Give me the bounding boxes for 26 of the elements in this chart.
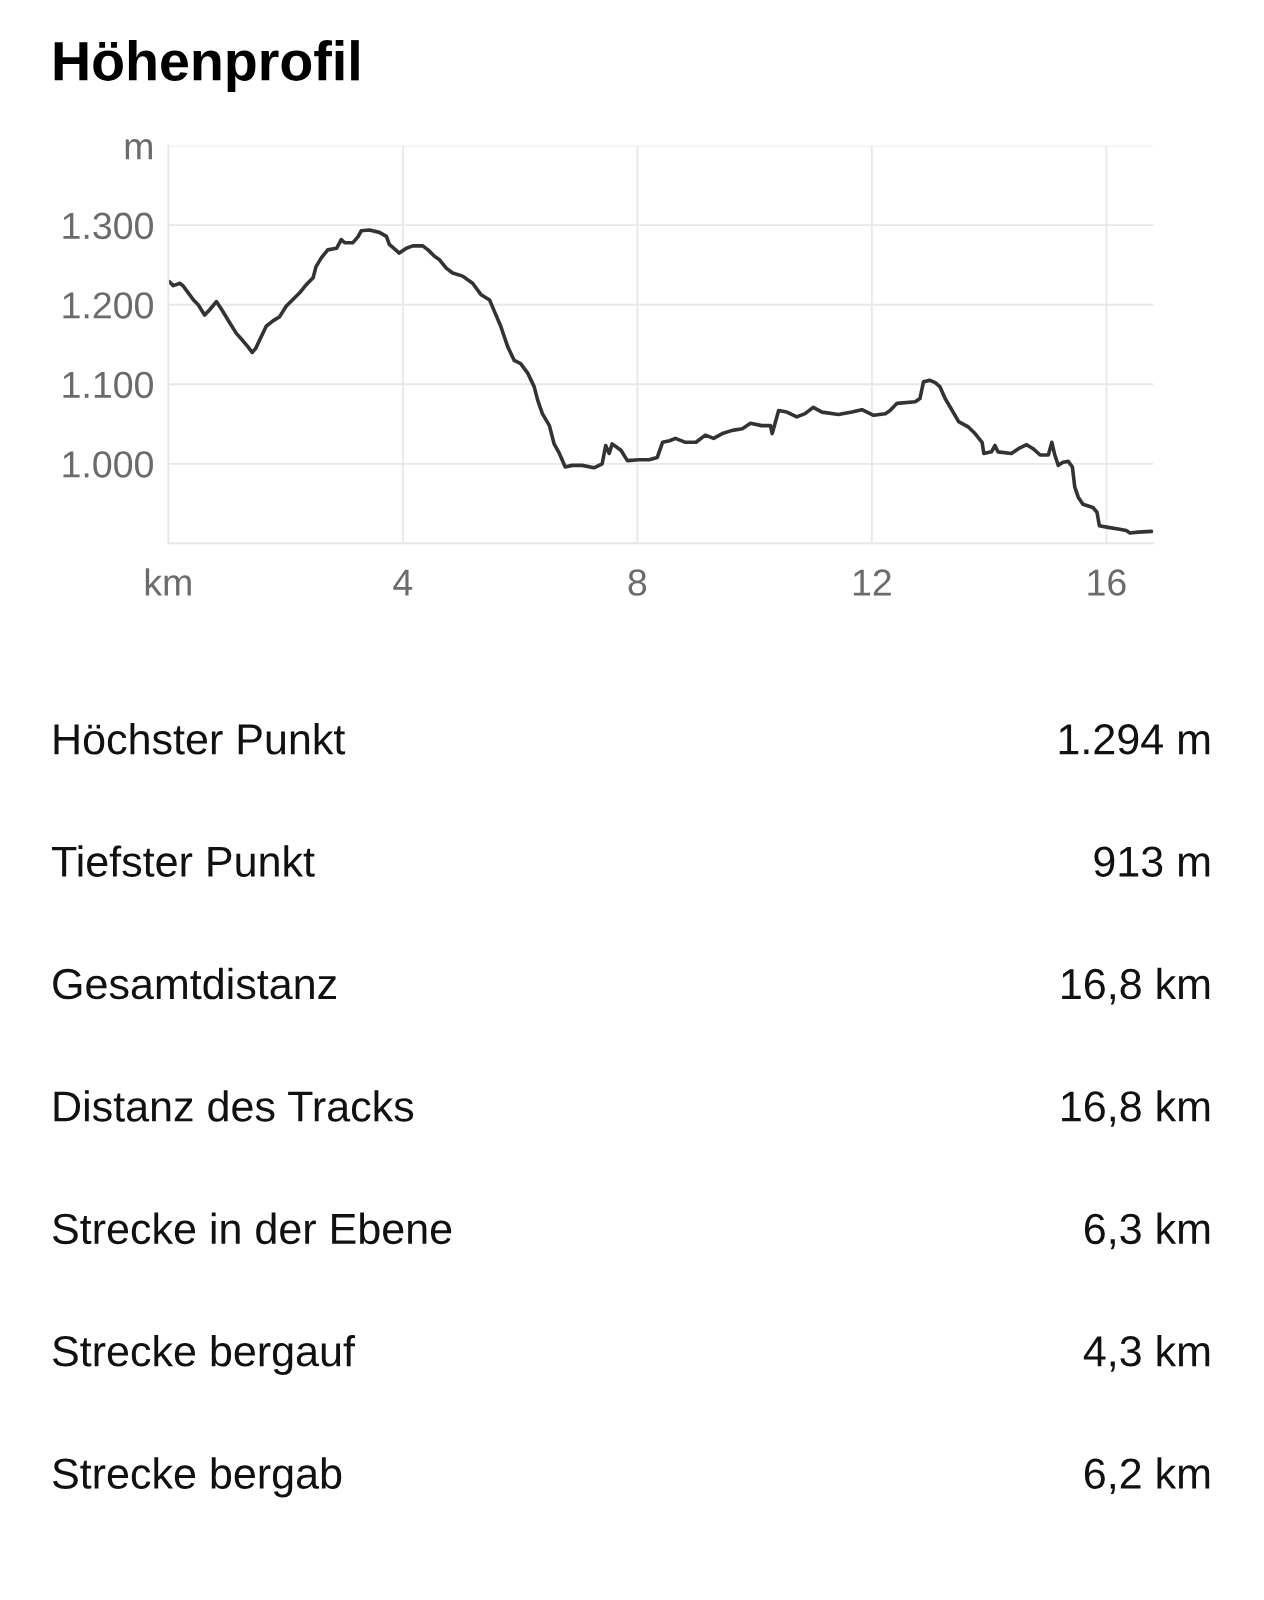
text: 4,3 km [1083,1334,1210,1372]
line-series [168,228,1154,535]
chart-title: Höhenprofil [54,40,359,92]
x-tick-label: km [145,568,191,596]
y-tick-label: 1.000 [63,451,153,478]
x-tick-label: 12 [853,569,891,596]
text: Gesamtdistanz [53,967,337,1000]
x-tick-label: 16 [1088,569,1126,596]
y-tick-label: 1.100 [63,371,153,399]
text: 16,8 km [1062,1090,1210,1127]
text: 6,2 km [1084,1457,1210,1495]
text: Höchster Punkt [54,722,346,755]
text: Tiefster Punkt [51,845,315,877]
text: 913 m [1094,846,1210,877]
y-tick-label: 1.300 [63,212,153,240]
text: Distanz des Tracks [54,1090,414,1122]
text: 16,8 km [1062,967,1210,1005]
text: 6,3 km [1084,1212,1210,1250]
text: Strecke bergab [52,1457,342,1498]
text: Strecke in der Ebene [52,1212,452,1245]
x-tick-label: 4 [393,569,413,596]
y-tick-label: m [125,139,152,160]
y-tick-label: 1.200 [63,292,153,319]
text: 1.294 m [1059,724,1210,755]
x-tick-label: 8 [628,569,647,596]
text: Strecke bergauf [52,1334,356,1376]
